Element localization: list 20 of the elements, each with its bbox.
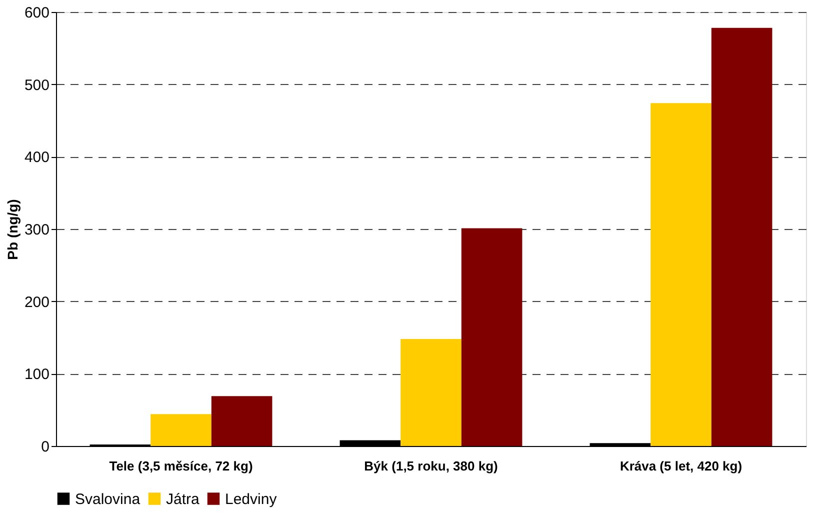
legend-label: Ledviny [225, 490, 278, 508]
y-tick-label: 300 [24, 222, 50, 238]
x-tick-label: Tele (3,5 měsíce, 72 kg) [109, 458, 253, 474]
y-tick-label: 500 [24, 76, 50, 94]
y-tick-label: 600 [24, 4, 50, 22]
y-axis-title: Pb (ng/g) [4, 199, 20, 260]
legend-label: Játra [166, 490, 200, 508]
x-tick-label: Kráva (5 let, 420 kg) [620, 458, 742, 474]
y-tick-label: 400 [24, 149, 50, 166]
bar [461, 228, 522, 446]
bar [650, 103, 712, 446]
bar [400, 338, 462, 446]
bar [150, 414, 212, 446]
x-tick-label: Býk (1,5 roku, 380 kg) [364, 458, 498, 474]
y-tick-label: 0 [41, 438, 50, 456]
y-tick-label: 100 [24, 366, 50, 384]
bar [711, 28, 772, 446]
legend-label: Svalovina [75, 490, 141, 508]
y-tick-label: 200 [24, 294, 50, 311]
bar [211, 396, 272, 446]
